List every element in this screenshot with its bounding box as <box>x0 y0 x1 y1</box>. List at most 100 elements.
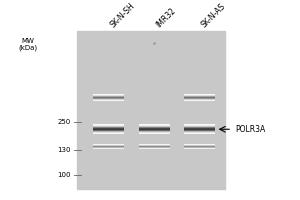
Bar <box>184 126 215 127</box>
Bar <box>184 145 215 146</box>
Bar <box>93 95 124 96</box>
Bar <box>184 148 215 149</box>
Bar <box>139 125 170 126</box>
Bar <box>93 132 124 133</box>
Bar <box>184 145 215 146</box>
Bar <box>93 129 124 130</box>
Bar <box>139 148 170 149</box>
Bar <box>93 98 124 99</box>
Bar <box>139 125 170 126</box>
Bar <box>93 128 124 129</box>
Bar <box>184 132 215 133</box>
Bar <box>184 146 215 147</box>
Bar <box>93 94 124 95</box>
Bar <box>93 146 124 147</box>
Bar <box>139 126 170 127</box>
Bar <box>139 124 170 125</box>
Bar <box>93 128 124 129</box>
Bar <box>93 125 124 126</box>
Bar <box>93 144 124 145</box>
Bar <box>93 124 124 125</box>
Bar <box>184 124 215 125</box>
Bar <box>184 127 215 128</box>
Bar <box>139 144 170 145</box>
Bar <box>93 99 124 100</box>
Bar <box>93 97 124 98</box>
Bar <box>93 100 124 101</box>
Bar <box>93 131 124 132</box>
Bar <box>184 94 215 95</box>
Bar <box>93 127 124 128</box>
Bar <box>93 99 124 100</box>
Bar <box>93 127 124 128</box>
Bar <box>184 144 215 145</box>
Bar <box>93 125 124 126</box>
Bar <box>184 100 215 101</box>
Bar <box>93 95 124 96</box>
Bar <box>139 147 170 148</box>
Bar <box>139 146 170 147</box>
Text: MW
(kDa): MW (kDa) <box>18 38 37 51</box>
Bar <box>184 129 215 130</box>
Bar <box>184 148 215 149</box>
Bar <box>184 128 215 129</box>
Bar <box>184 125 215 126</box>
Bar <box>93 146 124 147</box>
Bar <box>139 144 170 145</box>
Bar <box>184 147 215 148</box>
Bar <box>184 146 215 147</box>
Text: SK-N-AS: SK-N-AS <box>199 2 227 29</box>
Bar <box>184 144 215 145</box>
Bar <box>93 97 124 98</box>
Text: POLR3A: POLR3A <box>235 125 266 134</box>
Bar <box>184 98 215 99</box>
Bar <box>139 132 170 133</box>
Bar <box>139 146 170 147</box>
Bar <box>93 129 124 130</box>
Bar <box>139 131 170 132</box>
Bar <box>139 124 170 125</box>
Bar <box>184 144 215 145</box>
Bar <box>93 94 124 95</box>
Bar <box>139 148 170 149</box>
Bar <box>184 95 215 96</box>
Bar <box>184 147 215 148</box>
Bar <box>184 147 215 148</box>
Bar <box>184 125 215 126</box>
Bar <box>139 128 170 129</box>
Text: IMR32: IMR32 <box>154 6 178 29</box>
Bar <box>184 97 215 98</box>
Bar <box>93 146 124 147</box>
Bar <box>139 133 170 134</box>
Bar <box>93 126 124 127</box>
Bar <box>93 148 124 149</box>
Bar <box>184 132 215 133</box>
Bar <box>139 127 170 128</box>
Bar <box>93 148 124 149</box>
Bar <box>184 130 215 131</box>
Bar <box>93 131 124 132</box>
Bar <box>93 145 124 146</box>
Bar <box>139 146 170 147</box>
Bar <box>93 145 124 146</box>
Bar <box>93 124 124 125</box>
Bar <box>139 147 170 148</box>
Bar <box>184 96 215 97</box>
Bar <box>93 148 124 149</box>
Bar <box>139 130 170 131</box>
Bar <box>139 144 170 145</box>
Bar <box>184 96 215 97</box>
Text: 130: 130 <box>57 147 71 153</box>
Bar <box>184 99 215 100</box>
Bar <box>139 128 170 129</box>
Bar <box>139 145 170 146</box>
Bar <box>139 147 170 148</box>
Bar <box>184 133 215 134</box>
Bar <box>93 147 124 148</box>
Bar <box>93 96 124 97</box>
Bar <box>184 129 215 130</box>
Text: 100: 100 <box>57 172 71 178</box>
Bar <box>77 31 225 189</box>
Bar <box>184 146 215 147</box>
Bar <box>93 98 124 99</box>
